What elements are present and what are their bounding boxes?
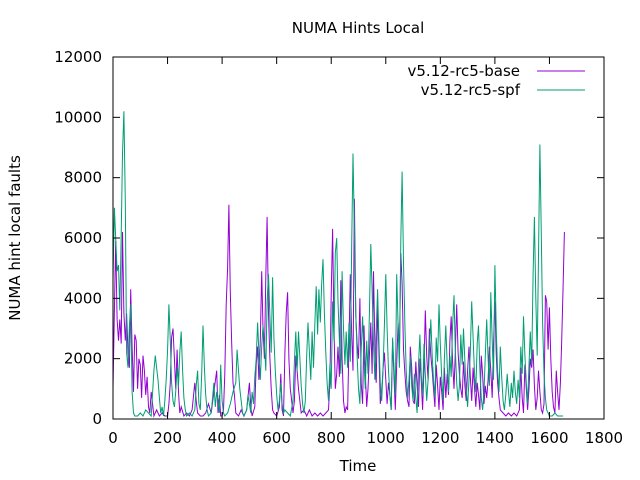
x-tick-label: 800	[317, 429, 346, 447]
x-tick-label: 400	[208, 429, 237, 447]
y-tick-label: 0	[92, 410, 102, 428]
y-tick-label: 10000	[54, 108, 102, 126]
legend-label-base: v5.12-rc5-base	[408, 62, 521, 80]
y-tick-label: 4000	[64, 289, 102, 307]
legend-label-spf: v5.12-rc5-spf	[421, 81, 521, 99]
y-tick-label: 6000	[64, 229, 102, 247]
legend: v5.12-rc5-base v5.12-rc5-spf	[408, 62, 585, 99]
x-tick-label: 1800	[585, 429, 623, 447]
chart-title: NUMA Hints Local	[292, 19, 424, 37]
y-tick-label: 12000	[54, 48, 102, 66]
x-tick-label: 200	[153, 429, 182, 447]
y-axis-label: NUMA hint local faults	[6, 155, 24, 321]
x-tick-label: 1000	[367, 429, 405, 447]
series-line-spf	[112, 111, 564, 418]
series-line-base	[112, 198, 565, 418]
x-tick-label: 1600	[530, 429, 568, 447]
y-tick-label: 8000	[64, 169, 102, 187]
x-tick-label: 600	[262, 429, 291, 447]
y-tick-label: 2000	[64, 350, 102, 368]
x-axis-label: Time	[339, 457, 377, 475]
x-tick-label: 1200	[421, 429, 459, 447]
x-tick-label: 1400	[476, 429, 514, 447]
x-tick-label: 0	[108, 429, 118, 447]
